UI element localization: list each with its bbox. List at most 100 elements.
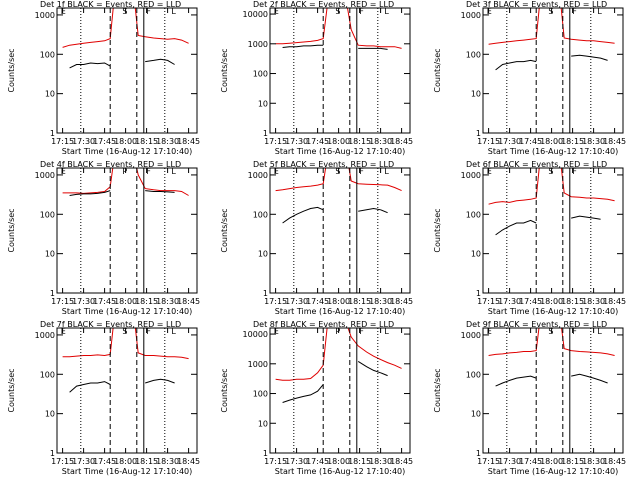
x-tick-label: 17:45 (306, 137, 329, 146)
x-tick-label: 17:15 (51, 297, 74, 306)
x-tick-label: 17:45 (306, 297, 329, 306)
y-tick-label: 1000 (461, 171, 481, 180)
panel: E S F L110100100017:1517:3017:4518:0018:151… (220, 160, 413, 316)
series-line (282, 360, 388, 403)
y-tick-label: 10000 (243, 10, 268, 19)
x-tick-label: 17:30 (285, 297, 308, 306)
x-tick-label: 18:00 (540, 137, 563, 146)
panel: E S F L110100100017:1517:3017:4518:0018:151… (7, 320, 200, 476)
y-tick-label: 10 (471, 410, 481, 419)
x-tick-label: 18:45 (603, 457, 626, 466)
x-tick-label: 18:00 (327, 297, 350, 306)
x-tick-label: 17:45 (519, 137, 542, 146)
marker-label: P (335, 327, 340, 336)
marker-label: S (122, 7, 127, 16)
x-tick-label: 18:15 (348, 137, 371, 146)
y-tick-label: 1 (263, 129, 268, 138)
y-axis-title: Counts/sec (7, 48, 16, 92)
marker-label: E (487, 7, 492, 16)
plot-frame (269, 7, 411, 134)
x-tick-label: 18:00 (114, 457, 137, 466)
x-tick-label: 18:30 (156, 137, 179, 146)
series-line (275, 8, 402, 49)
x-tick-label: 18:30 (156, 457, 179, 466)
marker-label: S (335, 7, 340, 16)
panel: E S F L11010010001000017:1517:3017:4518:001… (220, 0, 413, 156)
marker-label: L (597, 167, 602, 176)
plot-frame (56, 167, 198, 294)
marker-label: S (122, 327, 127, 336)
plot-frame (482, 7, 624, 134)
marker-label: P (122, 167, 127, 176)
x-axis-title: Start Time (16-Aug-12 17:10:40) (488, 147, 619, 156)
y-axis-title: Counts/sec (433, 368, 442, 412)
x-tick-label: 17:45 (93, 457, 116, 466)
series-line (275, 328, 402, 381)
marker-label: E (274, 327, 279, 336)
x-tick-label: 17:45 (93, 137, 116, 146)
y-axis-title: Counts/sec (220, 208, 229, 252)
y-tick-label: 1 (476, 289, 481, 298)
marker-label: L (384, 167, 389, 176)
chart-title: Det 5f BLACK = Events, RED = LLD (253, 160, 394, 169)
marker-label: E (274, 167, 279, 176)
chart-title: Det 3f BLACK = Events, RED = LLD (466, 0, 607, 9)
chart-title: Det 9f BLACK = Events, RED = LLD (466, 320, 607, 329)
x-tick-label: 17:45 (519, 457, 542, 466)
series-line (495, 54, 608, 71)
y-tick-label: 10 (258, 419, 268, 428)
y-tick-label: 1000 (35, 11, 55, 20)
x-tick-label: 18:15 (348, 297, 371, 306)
marker-label: L (171, 327, 176, 336)
x-tick-label: 18:30 (582, 297, 605, 306)
marker-label: S (548, 7, 553, 16)
chart-title: Det 1f BLACK = Events, RED = LLD (40, 0, 181, 9)
y-tick-label: 100 (466, 50, 481, 59)
x-tick-label: 18:15 (135, 457, 158, 466)
series-line (488, 168, 615, 205)
x-tick-label: 18:15 (561, 137, 584, 146)
x-axis-title: Start Time (16-Aug-12 17:10:40) (488, 307, 619, 316)
x-tick-label: 17:30 (498, 137, 521, 146)
y-tick-label: 100 (466, 210, 481, 219)
x-axis-title: Start Time (16-Aug-12 17:10:40) (488, 467, 619, 476)
series-line (495, 373, 608, 387)
marker-label: E (61, 167, 66, 176)
x-tick-label: 17:15 (477, 297, 500, 306)
x-tick-label: 18:30 (369, 297, 392, 306)
marker-label: E (61, 7, 66, 16)
y-axis-title: Counts/sec (433, 208, 442, 252)
y-tick-label: 10 (258, 99, 268, 108)
x-tick-label: 18:15 (561, 457, 584, 466)
y-tick-label: 1000 (248, 171, 268, 180)
y-tick-label: 100 (253, 210, 268, 219)
series-line (69, 190, 175, 196)
y-tick-label: 100 (40, 210, 55, 219)
marker-label: E (61, 327, 66, 336)
marker-label: F (572, 7, 577, 16)
y-tick-label: 1 (50, 289, 55, 298)
x-axis-title: Start Time (16-Aug-12 17:10:40) (275, 307, 406, 316)
x-tick-label: 18:30 (156, 297, 179, 306)
y-tick-label: 10 (258, 250, 268, 259)
marker-label: F (359, 7, 364, 16)
y-axis-title: Counts/sec (220, 48, 229, 92)
plot-frame (56, 327, 198, 454)
x-tick-label: 18:00 (327, 457, 350, 466)
y-tick-label: 10 (45, 90, 55, 99)
x-tick-label: 17:30 (72, 297, 95, 306)
x-tick-label: 17:30 (285, 137, 308, 146)
marker-label: L (597, 7, 602, 16)
chart-title: Det 7f BLACK = Events, RED = LLD (40, 320, 181, 329)
x-tick-label: 17:15 (264, 137, 287, 146)
x-tick-label: 17:30 (498, 297, 521, 306)
y-tick-label: 1000 (461, 11, 481, 20)
y-axis-title: Counts/sec (7, 368, 16, 412)
y-tick-label: 1 (50, 449, 55, 458)
marker-label: F (146, 7, 151, 16)
marker-label: F (572, 327, 577, 336)
panel: E S F L110100100017:1517:3017:4518:0018:151… (433, 160, 626, 316)
x-axis-title: Start Time (16-Aug-12 17:10:40) (62, 307, 193, 316)
series-line (488, 8, 615, 45)
y-tick-label: 1000 (35, 331, 55, 340)
